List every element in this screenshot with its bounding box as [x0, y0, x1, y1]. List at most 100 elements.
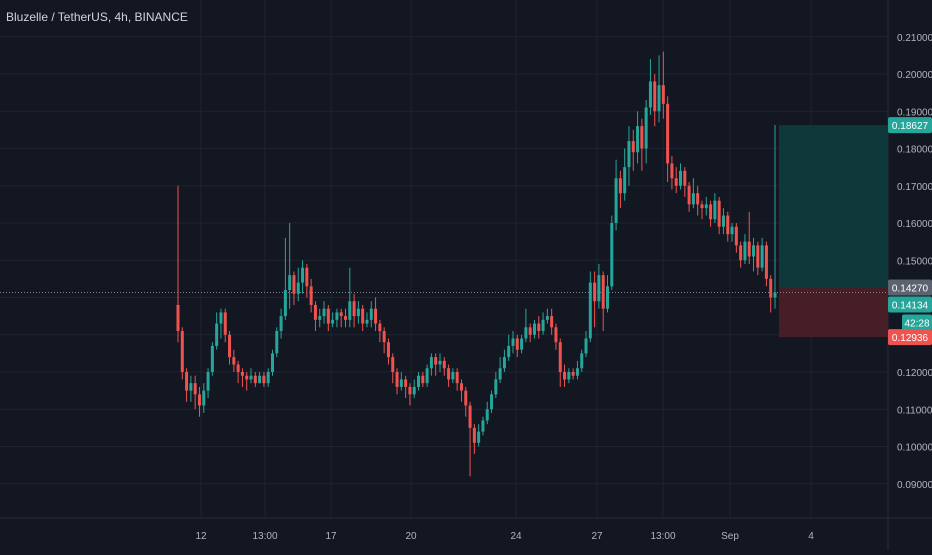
candle-body	[301, 267, 305, 283]
candle-body	[661, 85, 665, 104]
candle-body	[382, 331, 386, 343]
candle-body	[356, 308, 360, 317]
candle-body	[352, 301, 356, 317]
candle-body	[494, 379, 498, 395]
candle-body	[743, 241, 747, 261]
candle-body	[683, 170, 687, 186]
candle-body	[567, 372, 571, 380]
candle-body	[541, 319, 545, 332]
candle-body	[726, 215, 730, 235]
candle-body	[455, 372, 459, 384]
candle-body	[202, 390, 206, 406]
candle-body	[197, 394, 201, 406]
candle-body	[657, 85, 661, 112]
price-tick-label: 0.12000	[897, 368, 932, 379]
candle-body	[597, 275, 601, 302]
candle-body	[670, 163, 674, 179]
candle-body	[481, 420, 485, 432]
candle-body	[490, 394, 494, 410]
price-tick-label: 0.10000	[897, 443, 932, 454]
candle-body	[361, 308, 365, 324]
candle-body	[185, 372, 189, 391]
candle-body	[283, 290, 287, 317]
candle-body	[477, 431, 481, 443]
candle-body	[653, 81, 657, 112]
candle-body	[752, 245, 756, 257]
symbol-title: Bluzelle / TetherUS, 4h, BINANCE	[6, 10, 188, 24]
candle-body	[524, 327, 528, 339]
candle-body	[734, 226, 738, 246]
candle-body	[369, 308, 373, 320]
candle-body	[468, 405, 472, 428]
candle-body	[631, 141, 635, 153]
candle-body	[425, 368, 429, 384]
time-tick-label: 13:00	[252, 531, 277, 542]
candle-body	[326, 308, 330, 324]
candle-body	[228, 334, 232, 358]
price-badge-label: 0.14134	[892, 301, 929, 312]
candle-body	[511, 338, 515, 346]
target-zone[interactable]	[779, 125, 888, 288]
candle-body	[240, 372, 244, 376]
candle-body	[627, 141, 631, 168]
candle-body	[391, 357, 395, 372]
candle-body	[270, 353, 274, 372]
time-tick-label: 13:00	[650, 531, 675, 542]
time-tick-label: 27	[591, 531, 603, 542]
price-badge	[888, 279, 932, 296]
candle-body	[554, 327, 558, 343]
candle-body	[498, 368, 502, 380]
candle-body	[739, 245, 743, 261]
candle-body	[386, 342, 390, 358]
candle-body	[679, 170, 683, 186]
candle-body	[502, 357, 506, 369]
candle-body	[472, 427, 476, 443]
candle-body	[374, 308, 378, 324]
price-tick-label: 0.17000	[897, 182, 932, 193]
candle-body	[236, 364, 240, 372]
candle-body	[691, 193, 695, 205]
candle-body	[258, 375, 262, 384]
candle-body	[232, 357, 236, 365]
time-tick-label: 4	[808, 531, 814, 542]
candle-body	[769, 278, 773, 298]
price-badge	[888, 329, 932, 346]
candle-body	[623, 167, 627, 194]
candle-body	[644, 107, 648, 149]
candle-body	[640, 126, 644, 149]
candle-body	[721, 215, 725, 227]
time-tick-label: 20	[405, 531, 417, 542]
candle-body	[447, 368, 451, 380]
candle-body	[558, 342, 562, 372]
candle-body	[747, 241, 751, 257]
candle-body	[696, 193, 700, 205]
candle-body	[709, 204, 713, 220]
candle-body	[593, 282, 597, 302]
candle-body	[193, 383, 197, 395]
candle-body	[528, 327, 532, 335]
candle-body	[344, 316, 348, 320]
candle-body	[305, 267, 309, 287]
candle-body	[292, 275, 296, 294]
price-badge-label: 0.12936	[892, 333, 929, 344]
candle-body	[545, 316, 549, 320]
candle-body	[442, 360, 446, 369]
stop-zone[interactable]	[779, 287, 888, 338]
candle-body	[279, 316, 283, 332]
candle-body	[206, 372, 210, 391]
price-tick-label: 0.15000	[897, 256, 932, 267]
price-tick-label: 0.19000	[897, 107, 932, 118]
candle-body	[550, 316, 554, 328]
candle-body	[773, 292, 777, 298]
candle-body	[532, 323, 536, 335]
time-tick-label: 24	[510, 531, 522, 542]
time-tick-label: Sep	[721, 531, 739, 542]
candle-body	[614, 178, 618, 223]
candle-body	[421, 375, 425, 384]
candle-body	[395, 372, 399, 387]
candle-body	[537, 323, 541, 332]
candle-body	[189, 383, 193, 391]
candle-body	[520, 338, 524, 350]
